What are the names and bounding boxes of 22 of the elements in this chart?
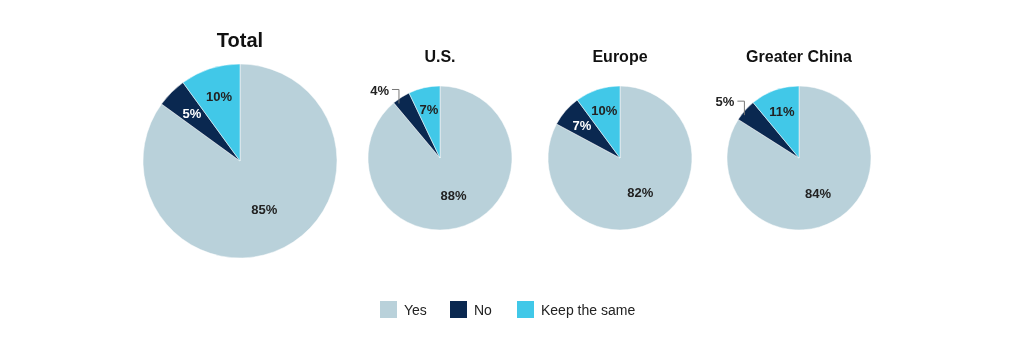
pie-slice: [142, 63, 338, 259]
chart-title: U.S.: [424, 48, 456, 65]
chart-title: Europe: [592, 48, 648, 65]
data-label: 88%: [440, 188, 467, 204]
legend-label: Keep the same: [541, 302, 636, 318]
data-label: 5%: [182, 105, 202, 121]
legend-label: No: [474, 302, 493, 318]
data-label: 7%: [419, 101, 439, 117]
data-label: 7%: [572, 118, 592, 133]
data-label: 10%: [206, 89, 233, 105]
data-label: 5%: [715, 94, 735, 110]
legend-label: Yes: [404, 302, 427, 318]
pie-slice: [367, 85, 513, 231]
data-label: 10%: [591, 103, 618, 119]
chart-title: Total: [216, 29, 264, 51]
data-label: 11%: [769, 103, 796, 119]
data-label: 85%: [251, 201, 278, 217]
data-label: 84%: [805, 185, 832, 201]
chart-title: Greater China: [746, 48, 853, 65]
pie-slice: [547, 85, 693, 231]
data-label: 82%: [627, 184, 654, 200]
data-label: 4%: [370, 82, 390, 98]
